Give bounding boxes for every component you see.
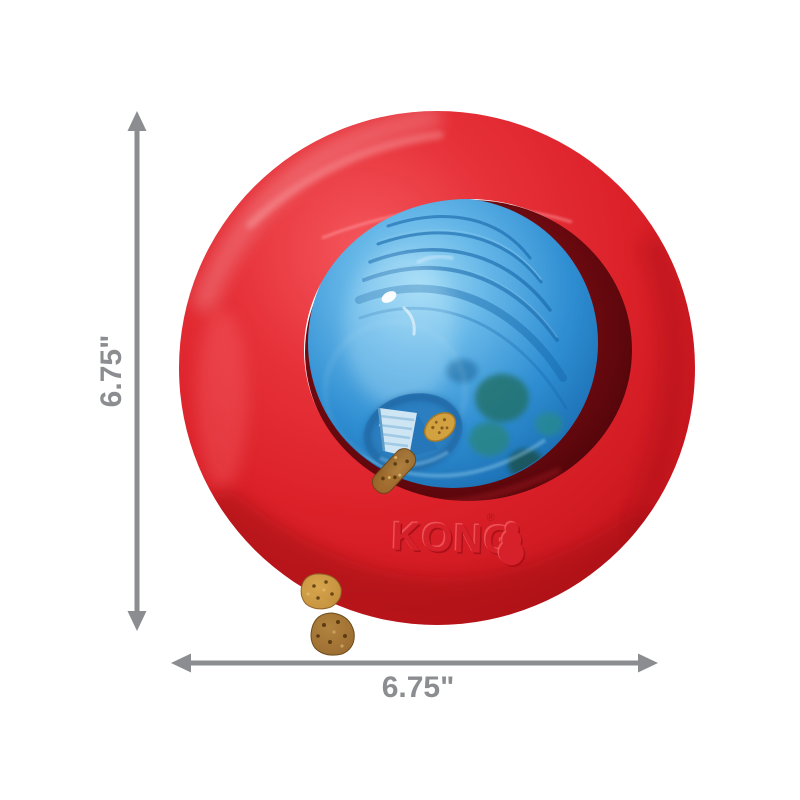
- gold-treat: [423, 412, 457, 442]
- height-dimension-arrow: [127, 111, 147, 631]
- up-arrowhead-icon: [127, 111, 147, 131]
- ring-shading: [193, 111, 691, 625]
- kibble-piece-upper: [300, 573, 342, 610]
- kong-logo-text: KONG: [391, 515, 516, 563]
- height-dimension-label: 6.75": [95, 334, 128, 408]
- width-dimension-label: 6.75": [381, 671, 455, 704]
- kong-logo: KONG KONG KONG ®: [390, 512, 526, 567]
- red-ring: [179, 111, 695, 625]
- right-arrowhead-icon: [638, 653, 658, 673]
- treats-inside-ball: [446, 359, 563, 479]
- ball-dispenser-opening: [363, 393, 463, 471]
- down-arrowhead-icon: [127, 611, 147, 631]
- registered-trademark: ®: [486, 512, 495, 524]
- kong-logo-shadow: KONG: [393, 516, 518, 564]
- kong-toy-glyph: [497, 520, 526, 567]
- width-dimension-arrow: [171, 653, 658, 673]
- ball-reflections: [323, 204, 547, 478]
- gyro-toy: KONG KONG KONG ®: [179, 111, 695, 625]
- left-arrowhead-icon: [171, 653, 191, 673]
- kibble-stick: [371, 448, 417, 494]
- kong-logo-highlight: KONG: [390, 513, 515, 561]
- kibble-piece-lower: [310, 612, 355, 656]
- flap-ridges: [378, 414, 415, 448]
